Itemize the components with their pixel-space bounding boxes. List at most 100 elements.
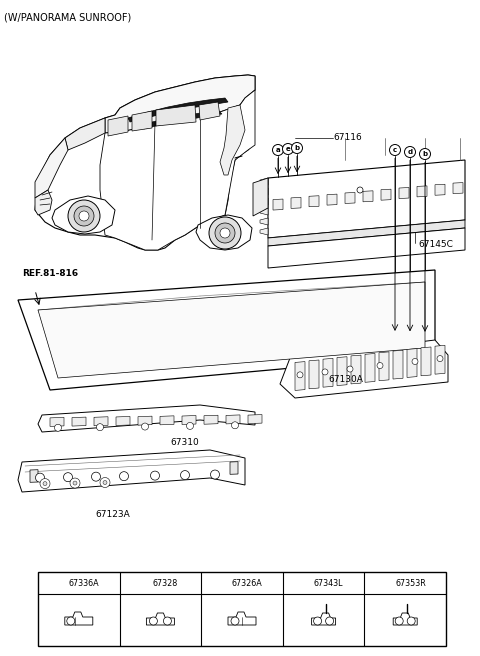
Polygon shape (453, 182, 463, 194)
Polygon shape (291, 197, 301, 209)
Polygon shape (50, 417, 64, 426)
Bar (38, 572, 446, 646)
Circle shape (68, 200, 100, 232)
Polygon shape (160, 416, 174, 425)
Text: 67343L: 67343L (313, 579, 343, 588)
Text: b: b (143, 580, 148, 586)
Circle shape (74, 206, 94, 226)
Polygon shape (273, 199, 283, 210)
Circle shape (70, 478, 80, 488)
Text: e: e (385, 580, 390, 586)
Circle shape (67, 617, 75, 625)
Circle shape (273, 144, 284, 155)
Polygon shape (337, 357, 347, 386)
Circle shape (377, 363, 383, 369)
Circle shape (73, 481, 77, 485)
Polygon shape (327, 194, 337, 205)
Circle shape (100, 478, 110, 487)
Text: 67353R: 67353R (395, 579, 426, 588)
Circle shape (231, 617, 239, 625)
Polygon shape (260, 188, 268, 195)
Circle shape (180, 470, 190, 480)
Text: 67145C: 67145C (418, 240, 453, 249)
Circle shape (36, 473, 45, 482)
Polygon shape (72, 417, 86, 426)
Polygon shape (268, 220, 465, 246)
Text: (W/PANORAMA SUNROOF): (W/PANORAMA SUNROOF) (4, 12, 131, 22)
Polygon shape (309, 360, 319, 389)
Polygon shape (228, 612, 256, 625)
Polygon shape (260, 218, 268, 225)
Polygon shape (309, 195, 319, 207)
Polygon shape (38, 282, 425, 378)
Polygon shape (260, 228, 268, 235)
Text: 67310: 67310 (170, 438, 199, 447)
Text: 67116: 67116 (333, 133, 362, 142)
Circle shape (219, 577, 230, 588)
Polygon shape (65, 612, 93, 625)
Polygon shape (30, 470, 38, 482)
Polygon shape (204, 415, 218, 424)
Circle shape (313, 617, 322, 625)
Polygon shape (280, 340, 448, 398)
Polygon shape (226, 415, 240, 424)
Polygon shape (196, 215, 252, 250)
Circle shape (405, 146, 416, 157)
Polygon shape (295, 361, 305, 390)
Circle shape (187, 422, 193, 430)
Polygon shape (365, 354, 375, 382)
Polygon shape (140, 110, 222, 129)
Circle shape (56, 577, 67, 588)
Polygon shape (351, 355, 361, 384)
Text: 67328: 67328 (152, 579, 178, 588)
Polygon shape (260, 198, 268, 205)
Polygon shape (393, 350, 403, 379)
Polygon shape (35, 75, 255, 250)
Circle shape (40, 479, 50, 489)
Polygon shape (345, 192, 355, 203)
Circle shape (322, 369, 328, 375)
Circle shape (140, 577, 151, 588)
Text: 67336A: 67336A (69, 579, 99, 588)
Text: 67130A: 67130A (328, 375, 363, 384)
Circle shape (231, 422, 239, 429)
Text: a: a (60, 580, 64, 586)
Circle shape (149, 617, 157, 625)
Circle shape (437, 356, 443, 361)
Circle shape (103, 480, 107, 485)
Polygon shape (132, 111, 152, 131)
Circle shape (297, 372, 303, 378)
Circle shape (151, 471, 159, 480)
Circle shape (220, 228, 230, 238)
Polygon shape (268, 160, 465, 238)
Text: c: c (393, 147, 397, 153)
Polygon shape (108, 116, 128, 136)
Circle shape (420, 148, 431, 159)
Polygon shape (435, 345, 445, 374)
Polygon shape (18, 270, 435, 390)
Circle shape (163, 617, 171, 625)
Polygon shape (248, 415, 262, 424)
Text: b: b (294, 145, 300, 151)
Polygon shape (435, 184, 445, 195)
Circle shape (283, 144, 293, 155)
Circle shape (209, 217, 241, 249)
Circle shape (301, 577, 312, 588)
Polygon shape (182, 415, 196, 424)
Text: b: b (422, 151, 428, 157)
Text: 67123A: 67123A (95, 510, 130, 519)
Circle shape (120, 472, 129, 481)
Polygon shape (407, 348, 417, 377)
Polygon shape (421, 347, 431, 376)
Text: d: d (408, 149, 413, 155)
Polygon shape (105, 75, 255, 133)
Text: a: a (276, 147, 280, 153)
Polygon shape (138, 416, 152, 425)
Text: d: d (304, 580, 309, 586)
Polygon shape (312, 613, 336, 625)
Polygon shape (381, 189, 391, 200)
Circle shape (357, 187, 363, 193)
Circle shape (347, 366, 353, 372)
Text: 67326A: 67326A (232, 579, 263, 588)
Text: REF.81-816: REF.81-816 (22, 269, 78, 278)
